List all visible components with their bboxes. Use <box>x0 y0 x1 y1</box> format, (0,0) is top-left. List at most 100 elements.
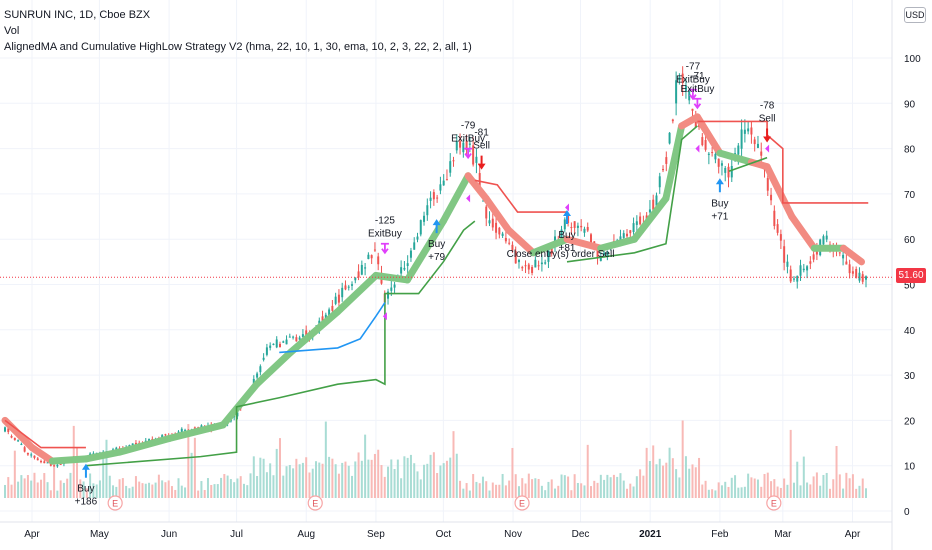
signal-label: Sell <box>473 141 490 152</box>
price-tick-label: 30 <box>904 371 916 382</box>
candle-body <box>825 235 828 240</box>
candle-body <box>570 227 573 229</box>
candle-body <box>511 244 514 251</box>
volume-bar <box>177 478 180 498</box>
candle-body <box>727 166 730 178</box>
candle-body <box>645 215 648 220</box>
time-tick-label: Dec <box>572 529 590 540</box>
volume-bar <box>449 457 452 498</box>
stop-line-red <box>4 419 86 449</box>
time-tick-label: Mar <box>774 529 792 540</box>
candle-body <box>626 233 629 237</box>
signal-label: Buy <box>558 230 575 241</box>
candle-body <box>812 254 815 260</box>
candle-body <box>815 250 818 255</box>
stop-line-red <box>697 120 869 204</box>
candle-body <box>770 194 773 201</box>
volume-bar <box>560 474 563 498</box>
volume-bar <box>567 476 570 498</box>
volume-bar <box>714 490 717 498</box>
candle-body <box>855 269 858 278</box>
candle-body <box>753 139 756 145</box>
signal-label: +79 <box>428 252 445 263</box>
volume-bar <box>576 482 579 498</box>
volume-bar <box>377 449 380 498</box>
volume-bar <box>488 490 491 498</box>
candle-body <box>851 271 854 274</box>
candle-body <box>419 220 422 235</box>
volume-bar <box>354 461 357 498</box>
volume-bar <box>432 452 435 498</box>
candle-body <box>413 242 416 250</box>
candle-body <box>580 225 583 228</box>
volume-bar <box>540 485 543 498</box>
volume-bar <box>269 463 272 498</box>
buy-arrow-icon <box>563 210 572 225</box>
candle-body <box>275 339 278 348</box>
moving-average-segment <box>788 213 818 252</box>
candle-body <box>740 129 743 149</box>
moving-average-segment <box>28 444 56 465</box>
candle-body <box>180 428 183 434</box>
candle-body <box>269 345 272 348</box>
candle-body <box>799 265 802 276</box>
volume-bar <box>842 488 845 498</box>
candle-body <box>491 218 494 228</box>
volume-bar <box>367 459 370 498</box>
volume-bar <box>707 489 710 498</box>
candle-body <box>606 251 609 257</box>
volume-bar <box>747 473 750 498</box>
volume-bar <box>684 456 687 498</box>
volume-bar <box>671 458 674 498</box>
candle-body <box>842 254 845 259</box>
volume-bar <box>655 464 658 498</box>
volume-bar <box>49 490 52 498</box>
volume-bar <box>148 482 151 498</box>
volume-bar <box>580 483 583 498</box>
volume-bar <box>46 482 49 498</box>
volume-bar <box>586 444 589 498</box>
moving-average-segment <box>630 194 670 243</box>
candle-body <box>445 179 448 181</box>
volume-bar <box>724 481 727 498</box>
volume-bar <box>688 468 691 498</box>
candle-body <box>423 215 426 222</box>
candle-body <box>177 431 180 433</box>
candle-body <box>432 192 435 200</box>
earnings-marker-icon <box>107 495 123 511</box>
volume-bar <box>678 477 681 498</box>
volume-bar <box>344 461 347 498</box>
moving-average-segment <box>1 416 36 452</box>
volume-bar <box>662 465 665 498</box>
volume-bar <box>783 478 786 498</box>
candle-body <box>858 272 861 281</box>
candle-body <box>426 205 429 216</box>
volume-bar <box>547 481 550 498</box>
candle-body <box>36 458 39 461</box>
volume-bar <box>285 466 288 498</box>
time-tick-label: 2021 <box>639 529 662 540</box>
candle-body <box>563 219 566 230</box>
volume-bar <box>82 481 85 498</box>
currency-button[interactable]: USD <box>904 7 926 23</box>
volume-bar <box>249 473 252 498</box>
candle-body <box>328 309 331 316</box>
volume-bar <box>213 484 216 498</box>
candle-body <box>796 275 799 282</box>
volume-bar <box>242 483 245 498</box>
volume-bar <box>262 458 265 498</box>
candle-body <box>531 266 534 273</box>
volume-bar <box>691 464 694 498</box>
volume-bar <box>347 465 350 498</box>
candle-body <box>524 265 527 267</box>
candle-body <box>822 236 825 245</box>
volume-bar <box>390 459 393 498</box>
candle-body <box>321 316 324 322</box>
volume-bar <box>753 478 756 498</box>
candle-body <box>259 366 262 373</box>
volume-bar <box>861 478 864 498</box>
candle-body <box>730 166 733 178</box>
moving-average-segment <box>464 172 490 202</box>
candle-body <box>707 153 710 155</box>
